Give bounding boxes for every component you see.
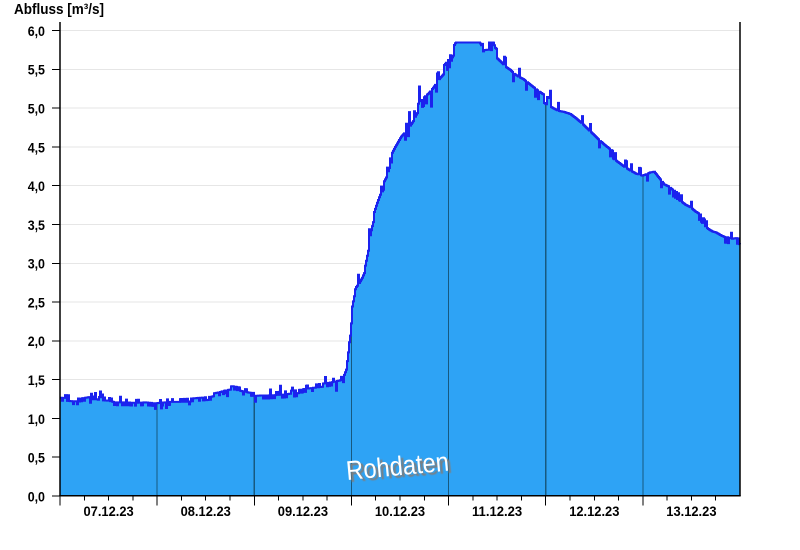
svg-text:12.12.23: 12.12.23	[569, 504, 620, 519]
svg-text:13.12.23: 13.12.23	[666, 504, 717, 519]
svg-text:07.12.23: 07.12.23	[84, 504, 135, 519]
svg-text:0,5: 0,5	[28, 451, 46, 466]
svg-text:3,5: 3,5	[28, 218, 46, 233]
svg-text:4,5: 4,5	[28, 140, 46, 155]
svg-text:08.12.23: 08.12.23	[181, 504, 232, 519]
svg-text:3,0: 3,0	[28, 257, 45, 272]
svg-text:11.12.23: 11.12.23	[472, 504, 523, 519]
svg-text:2,0: 2,0	[28, 334, 45, 349]
svg-text:09.12.23: 09.12.23	[278, 504, 329, 519]
svg-text:5,5: 5,5	[28, 63, 46, 78]
svg-text:1,5: 1,5	[28, 373, 46, 388]
svg-text:1,0: 1,0	[28, 412, 45, 427]
svg-text:0,0: 0,0	[28, 489, 45, 504]
svg-text:6,0: 6,0	[28, 24, 45, 39]
svg-text:5,0: 5,0	[28, 102, 45, 117]
svg-text:Abfluss [m³/s]: Abfluss [m³/s]	[14, 2, 104, 18]
svg-text:2,5: 2,5	[28, 295, 46, 310]
svg-text:4,0: 4,0	[28, 179, 45, 194]
svg-text:10.12.23: 10.12.23	[375, 504, 426, 519]
